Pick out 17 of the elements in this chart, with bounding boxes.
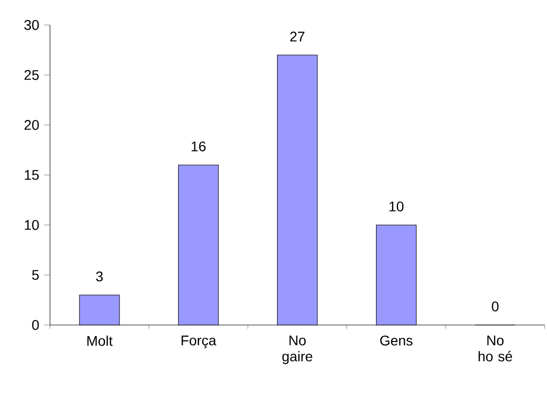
x-tick-label: No ho sé — [478, 336, 512, 362]
y-tick-label: 30 — [24, 20, 39, 30]
data-label: 3 — [96, 271, 103, 282]
data-label: 16 — [192, 141, 206, 152]
y-tick-label: 0 — [32, 320, 39, 330]
x-tick-label: No gaire — [282, 336, 312, 364]
data-label: 10 — [390, 201, 404, 212]
x-tick-label: Gens — [380, 336, 412, 346]
y-tick-label: 5 — [32, 270, 39, 280]
data-label: 0 — [492, 301, 499, 312]
y-tick-label: 15 — [24, 170, 39, 180]
data-label: 27 — [290, 32, 304, 42]
x-tick-label: Força — [182, 336, 216, 348]
y-tick-label: 20 — [24, 120, 39, 130]
x-tick-label: Molt — [87, 336, 113, 346]
y-tick-label: 25 — [24, 70, 39, 80]
y-tick-label: 10 — [24, 220, 39, 230]
